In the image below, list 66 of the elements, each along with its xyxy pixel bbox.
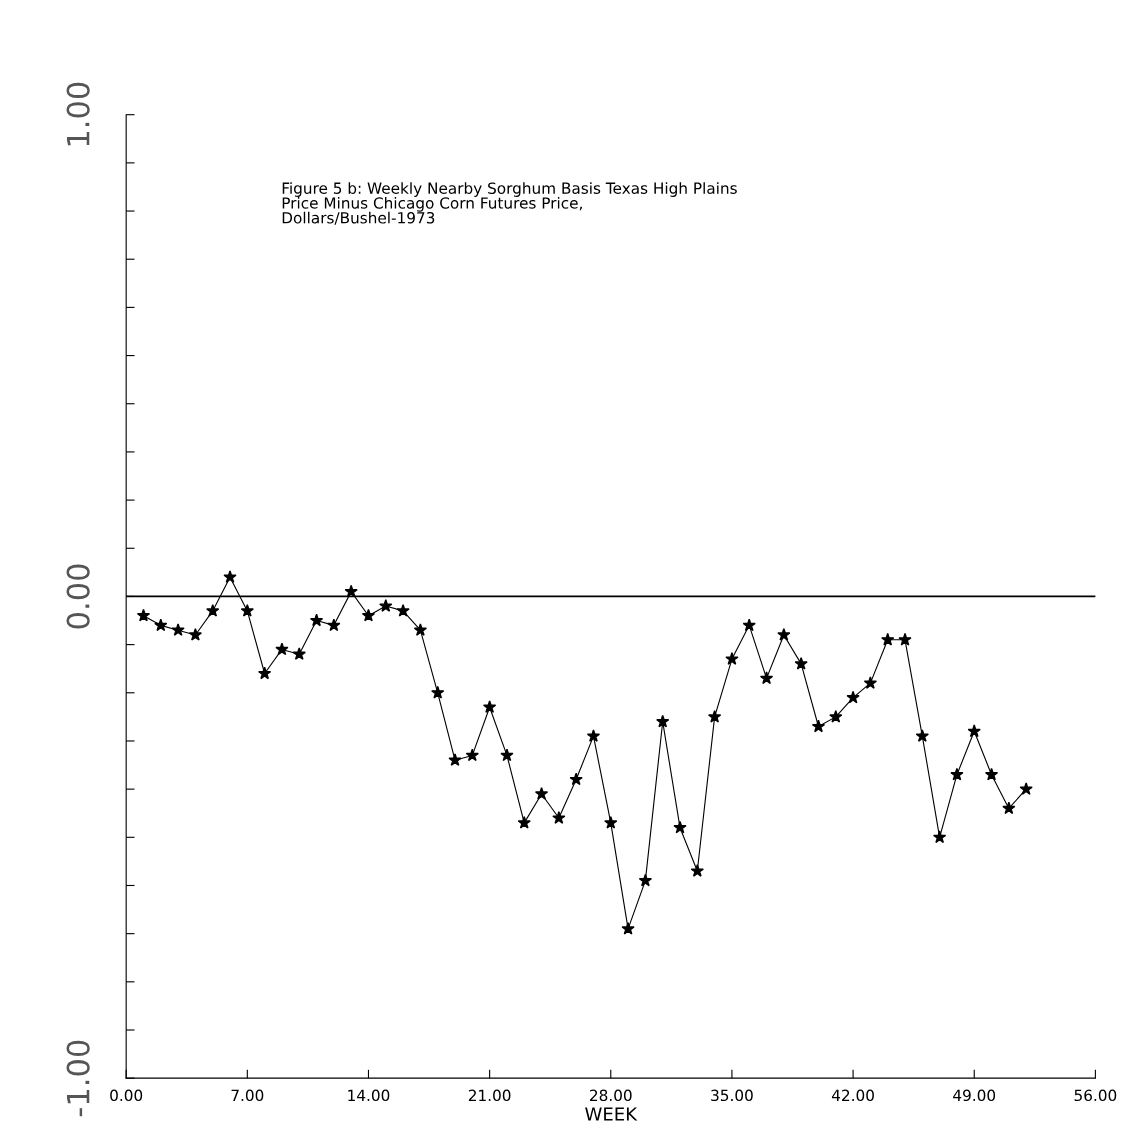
point bbox=[396, 603, 410, 617]
point bbox=[777, 628, 791, 641]
x-tick-label: 0.00 bbox=[110, 1089, 143, 1102]
point bbox=[759, 671, 774, 685]
point bbox=[950, 767, 964, 781]
y-tick-label: -1.00 bbox=[66, 1040, 90, 1117]
point bbox=[257, 666, 272, 680]
point bbox=[465, 748, 479, 762]
point bbox=[431, 685, 445, 699]
point bbox=[725, 652, 739, 665]
point bbox=[656, 714, 670, 728]
x-tick-label: 56.00 bbox=[1074, 1089, 1117, 1102]
x-axis-title: WEEK bbox=[585, 1107, 638, 1121]
point bbox=[915, 729, 929, 742]
x-tick-label: 7.00 bbox=[231, 1089, 264, 1102]
point bbox=[690, 864, 704, 877]
point bbox=[829, 709, 843, 723]
point bbox=[638, 873, 653, 887]
point bbox=[361, 608, 376, 622]
point bbox=[898, 632, 912, 646]
point bbox=[240, 603, 254, 617]
point bbox=[569, 772, 583, 786]
point bbox=[1019, 782, 1033, 795]
point bbox=[206, 603, 220, 617]
x-tick-label: 42.00 bbox=[831, 1089, 874, 1102]
point bbox=[223, 570, 237, 583]
text: Figure 5 b: Weekly Nearby Sorghum Basis Texas High Plains Price Minus Chicago Corn Futures Price, Dollars/Bushel-1973 bbox=[282, 182, 737, 225]
point bbox=[552, 811, 566, 824]
point bbox=[707, 709, 722, 723]
point bbox=[188, 628, 203, 641]
point bbox=[881, 632, 895, 646]
point bbox=[932, 830, 947, 844]
point bbox=[1002, 801, 1016, 815]
point bbox=[275, 642, 289, 656]
point bbox=[171, 623, 185, 636]
point bbox=[292, 647, 306, 660]
point bbox=[673, 820, 687, 834]
x-tick-label: 28.00 bbox=[590, 1089, 632, 1102]
point bbox=[984, 767, 999, 781]
point bbox=[742, 618, 756, 632]
point bbox=[448, 753, 462, 766]
point bbox=[309, 613, 324, 627]
x-tick-label: 35.00 bbox=[711, 1089, 753, 1102]
point bbox=[846, 690, 860, 704]
point bbox=[967, 724, 981, 738]
point bbox=[604, 815, 618, 829]
point bbox=[482, 700, 497, 713]
x-tick-label: 21.00 bbox=[468, 1089, 511, 1102]
point bbox=[863, 676, 878, 689]
point bbox=[327, 618, 341, 632]
point bbox=[500, 748, 514, 762]
y-tick-label: 1.00 bbox=[66, 82, 90, 146]
point bbox=[136, 608, 151, 622]
point bbox=[517, 815, 531, 829]
y-tick-label: 0.00 bbox=[66, 564, 90, 629]
point bbox=[379, 599, 393, 612]
point bbox=[811, 719, 826, 733]
x-tick-label: 14.00 bbox=[348, 1089, 390, 1102]
point bbox=[413, 623, 428, 636]
point bbox=[621, 921, 635, 935]
point bbox=[154, 618, 168, 632]
point bbox=[586, 729, 601, 742]
x-tick-label: 49.00 bbox=[953, 1089, 996, 1102]
point bbox=[794, 656, 808, 670]
point bbox=[344, 584, 358, 598]
point bbox=[534, 787, 549, 800]
